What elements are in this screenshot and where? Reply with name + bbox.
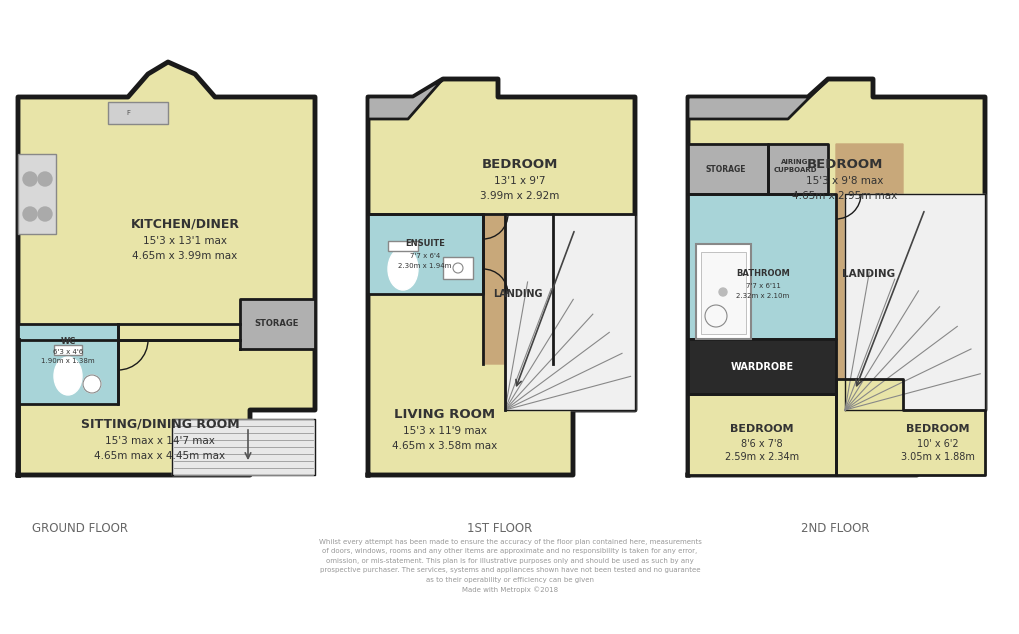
Polygon shape xyxy=(688,79,827,119)
Text: 1ST FLOOR: 1ST FLOOR xyxy=(467,522,532,536)
Polygon shape xyxy=(836,379,984,475)
Text: 13'1 x 9'7: 13'1 x 9'7 xyxy=(494,176,545,186)
Circle shape xyxy=(23,172,37,186)
Text: SITTING/DINING ROOM: SITTING/DINING ROOM xyxy=(81,418,239,430)
Text: 2.32m x 2.10m: 2.32m x 2.10m xyxy=(736,293,789,299)
Circle shape xyxy=(718,288,727,296)
Text: 7'7 x 6'4: 7'7 x 6'4 xyxy=(410,253,439,259)
Circle shape xyxy=(38,172,52,186)
Bar xyxy=(700,252,745,334)
Bar xyxy=(695,244,750,339)
Bar xyxy=(387,241,418,251)
Text: 2ND FLOOR: 2ND FLOOR xyxy=(800,522,868,536)
Text: 2.59m x 2.34m: 2.59m x 2.34m xyxy=(725,452,798,462)
Circle shape xyxy=(704,305,727,327)
Circle shape xyxy=(23,207,37,221)
Ellipse shape xyxy=(54,357,82,395)
Circle shape xyxy=(83,375,101,393)
Text: 7'7 x 6'11: 7'7 x 6'11 xyxy=(745,283,780,289)
Polygon shape xyxy=(368,214,483,294)
Text: 8'6 x 7'8: 8'6 x 7'8 xyxy=(741,439,782,449)
Text: F: F xyxy=(126,110,129,116)
Text: BEDROOM: BEDROOM xyxy=(905,424,969,434)
Text: 3.05m x 1.88m: 3.05m x 1.88m xyxy=(900,452,974,462)
Text: WARDROBE: WARDROBE xyxy=(730,362,793,372)
Text: 15'3 max x 14'7 max: 15'3 max x 14'7 max xyxy=(105,436,215,446)
Text: GROUND FLOOR: GROUND FLOOR xyxy=(32,522,127,536)
Text: 10' x 6'2: 10' x 6'2 xyxy=(916,439,958,449)
Text: 15'3 x 11'9 max: 15'3 x 11'9 max xyxy=(403,426,486,436)
Polygon shape xyxy=(767,144,827,194)
Bar xyxy=(18,154,56,234)
Polygon shape xyxy=(368,79,442,119)
Text: Whilst every attempt has been made to ensure the accuracy of the floor plan cont: Whilst every attempt has been made to en… xyxy=(318,539,701,593)
Polygon shape xyxy=(844,194,984,410)
Polygon shape xyxy=(688,394,836,475)
Text: 2.30m x 1.94m: 2.30m x 1.94m xyxy=(398,263,451,269)
Ellipse shape xyxy=(713,269,741,309)
Text: LANDING: LANDING xyxy=(842,269,895,279)
Circle shape xyxy=(38,207,52,221)
Polygon shape xyxy=(688,144,767,194)
Text: 4.65m x 3.58m max: 4.65m x 3.58m max xyxy=(392,441,497,451)
Text: 3.99m x 2.92m: 3.99m x 2.92m xyxy=(480,191,559,201)
Polygon shape xyxy=(368,79,635,475)
Text: 4.65m max x 4.45m max: 4.65m max x 4.45m max xyxy=(95,451,225,461)
Text: 15'3 x 9'8 max: 15'3 x 9'8 max xyxy=(806,176,882,186)
Text: 4.65m x 3.99m max: 4.65m x 3.99m max xyxy=(132,251,237,261)
Text: ENSUITE: ENSUITE xyxy=(405,240,444,249)
Bar xyxy=(442,257,473,279)
Polygon shape xyxy=(239,299,315,349)
Text: STORAGE: STORAGE xyxy=(705,164,746,174)
Polygon shape xyxy=(836,144,917,379)
Text: 4.65m x 2.95m max: 4.65m x 2.95m max xyxy=(792,191,897,201)
Bar xyxy=(713,262,741,272)
Polygon shape xyxy=(688,339,836,394)
Polygon shape xyxy=(18,324,118,404)
Text: BEDROOM: BEDROOM xyxy=(806,157,882,171)
Text: AIRING
CUPBOARD: AIRING CUPBOARD xyxy=(772,160,816,172)
Text: BEDROOM: BEDROOM xyxy=(730,424,793,434)
Bar xyxy=(108,102,168,124)
Polygon shape xyxy=(504,214,635,410)
Polygon shape xyxy=(688,79,984,475)
Text: STORAGE: STORAGE xyxy=(255,320,299,328)
Polygon shape xyxy=(172,419,315,475)
Text: KITCHEN/DINER: KITCHEN/DINER xyxy=(130,217,239,231)
Text: BEDROOM: BEDROOM xyxy=(481,157,557,171)
Text: 6'3 x 4'6: 6'3 x 4'6 xyxy=(53,349,83,355)
Text: 1.90m x 1.38m: 1.90m x 1.38m xyxy=(41,358,95,364)
Text: 15'3 x 13'1 max: 15'3 x 13'1 max xyxy=(143,236,227,246)
Polygon shape xyxy=(18,62,315,475)
Bar xyxy=(54,345,82,355)
Text: WC: WC xyxy=(60,337,75,346)
Polygon shape xyxy=(688,194,836,339)
Ellipse shape xyxy=(387,248,418,290)
Text: BATHROOM: BATHROOM xyxy=(736,269,789,278)
Text: LIVING ROOM: LIVING ROOM xyxy=(394,408,495,420)
Polygon shape xyxy=(483,214,573,364)
Text: LANDING: LANDING xyxy=(493,289,542,299)
